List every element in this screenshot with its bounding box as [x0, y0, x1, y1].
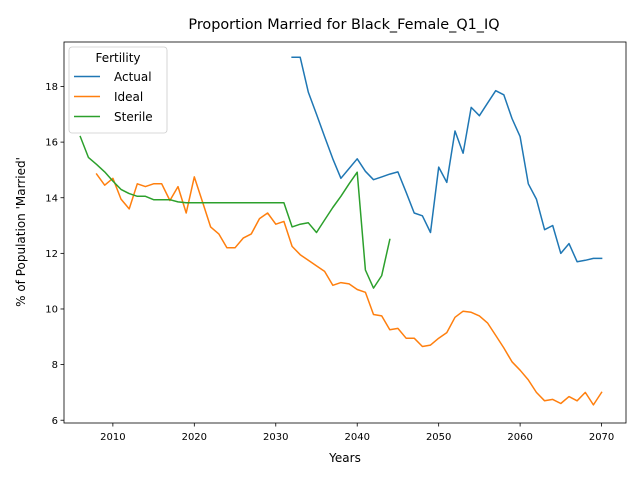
legend-title: Fertility	[95, 51, 140, 65]
x-tick-label: 2010	[100, 432, 125, 443]
x-tick-label: 2070	[589, 432, 614, 443]
legend-label-ideal: Ideal	[114, 90, 143, 104]
y-tick-label: 14	[45, 193, 58, 204]
y-axis: 6 8 10 12 14 16 18	[45, 82, 64, 427]
y-tick-label: 10	[45, 305, 58, 316]
x-tick-label: 2030	[263, 432, 288, 443]
x-tick-label: 2050	[426, 432, 451, 443]
axes-frame	[63, 41, 627, 424]
y-tick-label: 18	[45, 82, 58, 93]
plot-area	[79, 56, 603, 406]
y-tick-label: 16	[45, 138, 58, 149]
x-tick-label: 2040	[344, 432, 369, 443]
legend-label-actual: Actual	[114, 70, 152, 84]
x-tick-label: 2060	[507, 432, 532, 443]
legend-box	[68, 46, 168, 134]
x-axis-label: Years	[328, 451, 361, 465]
legend: Fertility Actual Ideal Sterile	[68, 46, 168, 134]
chart-title: Proportion Married for Black_Female_Q1_I…	[188, 17, 499, 33]
legend-label-sterile: Sterile	[114, 110, 153, 124]
x-axis: 2010 2020 2030 2040 2050 2060 2070	[100, 423, 614, 443]
x-tick-label: 2020	[182, 432, 207, 443]
y-tick-label: 8	[52, 360, 58, 371]
series-line-ideal	[95, 173, 603, 406]
legend-entries: Actual Ideal Sterile	[74, 70, 153, 124]
series-line-sterile	[79, 135, 391, 289]
y-tick-label: 12	[45, 249, 58, 260]
y-axis-label: % of Population 'Married'	[14, 157, 28, 307]
y-tick-label: 6	[52, 416, 58, 427]
series-line-actual	[291, 56, 603, 263]
